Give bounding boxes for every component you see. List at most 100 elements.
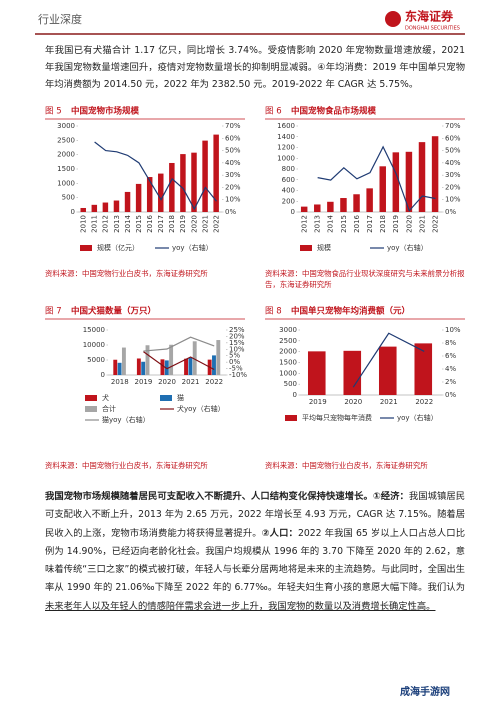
chart-title: 中国单只宠物年均消费额（元） bbox=[291, 306, 410, 317]
y2-tick-label: 40% bbox=[225, 159, 241, 167]
source-note: 资料来源：中国宠物行业白皮书，东海证券研究所 bbox=[265, 461, 428, 470]
y2-tick-label: 25% bbox=[229, 326, 245, 334]
y-tick-label: 0 bbox=[71, 208, 75, 216]
y2-tick-label: 10% bbox=[445, 196, 461, 204]
section-label: 行业深度 bbox=[38, 12, 82, 26]
line-series bbox=[317, 145, 436, 212]
x-tick-label: 2018 bbox=[379, 215, 387, 233]
bar bbox=[113, 200, 120, 212]
y-tick-label: 2000 bbox=[279, 348, 297, 356]
bar bbox=[160, 359, 165, 375]
figure-label: 图 6 bbox=[265, 107, 282, 117]
chart-title: 中国宠物市场规模 bbox=[71, 106, 140, 117]
bar bbox=[184, 358, 189, 375]
y-tick-label: 0 bbox=[293, 391, 297, 399]
chart-title: 中国犬猫数量（万只） bbox=[71, 306, 156, 317]
intro-paragraph: 年我国已有犬猫合计 1.17 亿只，同比增长 3.74%。受疫情影响 2020 … bbox=[45, 45, 465, 90]
y2-tick-label: 20% bbox=[445, 183, 461, 191]
y2-tick-label: 0% bbox=[445, 208, 456, 216]
bar bbox=[102, 202, 109, 212]
y2-tick-label: 10% bbox=[445, 326, 461, 334]
x-tick-label: 2011 bbox=[91, 215, 99, 233]
y2-tick-label: 70% bbox=[225, 122, 241, 130]
y2-tick-label: -10% bbox=[229, 371, 247, 379]
legend-label: yoy（右轴） bbox=[397, 413, 438, 422]
y-tick-label: 5000 bbox=[87, 356, 105, 364]
y2-tick-label: 15% bbox=[229, 339, 245, 347]
y2-tick-label: 50% bbox=[225, 147, 241, 155]
bar bbox=[392, 152, 400, 212]
bar bbox=[192, 341, 197, 375]
x-tick-label: 2018 bbox=[111, 378, 129, 386]
y-tick-label: 1500 bbox=[57, 165, 75, 173]
bar bbox=[169, 344, 174, 375]
bar bbox=[202, 140, 208, 212]
bar bbox=[405, 151, 413, 212]
legend-label: 合计 bbox=[102, 404, 116, 413]
bar bbox=[141, 361, 146, 375]
chart-title: 中国宠物食品市场规模 bbox=[291, 106, 377, 117]
x-tick-label: 2021 bbox=[418, 215, 426, 233]
y2-tick-label: 10% bbox=[229, 345, 245, 353]
y-tick-label: 1200 bbox=[277, 144, 295, 152]
legend-label: yoy（右轴） bbox=[387, 243, 428, 252]
legend-swatch bbox=[80, 245, 92, 251]
x-tick-label: 2019 bbox=[134, 378, 152, 386]
x-tick-label: 2022 bbox=[431, 215, 439, 233]
legend-label: yoy（右轴） bbox=[172, 243, 213, 252]
y-tick-label: 3000 bbox=[279, 326, 297, 334]
x-tick-label: 2022 bbox=[205, 378, 223, 386]
y2-tick-label: 20% bbox=[225, 183, 241, 191]
y-tick-label: 10000 bbox=[83, 341, 105, 349]
bar bbox=[135, 183, 142, 212]
x-tick-label: 2013 bbox=[314, 215, 322, 233]
y2-tick-label: 2% bbox=[445, 378, 456, 386]
bar bbox=[164, 360, 169, 375]
bar bbox=[136, 358, 141, 375]
y-tick-label: 1000 bbox=[57, 179, 75, 187]
y-tick-label: 15000 bbox=[83, 326, 105, 334]
watermark: 成海手游网 bbox=[400, 685, 450, 698]
y2-tick-label: 0% bbox=[229, 358, 240, 366]
y2-tick-label: -5% bbox=[229, 365, 243, 373]
bar bbox=[379, 166, 386, 212]
x-tick-label: 2012 bbox=[301, 215, 309, 233]
y-tick-label: 600 bbox=[282, 176, 295, 184]
bar bbox=[414, 343, 433, 395]
bar bbox=[213, 134, 219, 212]
bar bbox=[353, 194, 360, 212]
y2-tick-label: 40% bbox=[445, 159, 461, 167]
x-tick-label: 2021 bbox=[182, 378, 200, 386]
y-tick-label: 2500 bbox=[57, 136, 75, 144]
x-tick-label: 2015 bbox=[340, 215, 348, 233]
bar bbox=[188, 357, 193, 375]
x-tick-label: 2019 bbox=[309, 398, 327, 406]
y2-tick-label: 4% bbox=[445, 365, 456, 373]
bar bbox=[300, 206, 308, 212]
bar bbox=[169, 162, 175, 212]
x-tick-label: 2019 bbox=[179, 215, 187, 233]
bar bbox=[366, 188, 373, 212]
bar bbox=[117, 362, 122, 375]
body-paragraph: 我国宠物市场规模随着居民可支配收入不断提升、人口结构变化保持快速增长。①经济：我… bbox=[45, 488, 465, 616]
x-tick-label: 2020 bbox=[344, 398, 362, 406]
legend-label: 猫yoy（右轴） bbox=[102, 415, 150, 424]
bar bbox=[212, 355, 216, 375]
bar bbox=[145, 345, 150, 375]
legend-label: 犬 bbox=[102, 393, 109, 402]
logo-en: DONGHAI SECURITIES bbox=[405, 26, 460, 32]
y2-tick-label: 70% bbox=[445, 122, 461, 130]
line-series bbox=[352, 332, 425, 388]
y-tick-label: 2500 bbox=[279, 337, 297, 345]
y-tick-label: 1000 bbox=[277, 154, 295, 162]
body-segment: ②人口： bbox=[261, 527, 298, 539]
y2-tick-label: 60% bbox=[445, 134, 461, 142]
bar bbox=[327, 201, 334, 212]
line-series bbox=[143, 351, 215, 371]
y2-tick-label: 5% bbox=[229, 352, 240, 360]
legend-swatch bbox=[160, 395, 172, 401]
y-tick-label: 800 bbox=[282, 165, 295, 173]
legend-label: 规模 bbox=[317, 243, 331, 252]
body-segment: 我国城镇居民可支配收入不断上升，2013 年为 2.65 万元，2022 年增长… bbox=[45, 491, 465, 539]
